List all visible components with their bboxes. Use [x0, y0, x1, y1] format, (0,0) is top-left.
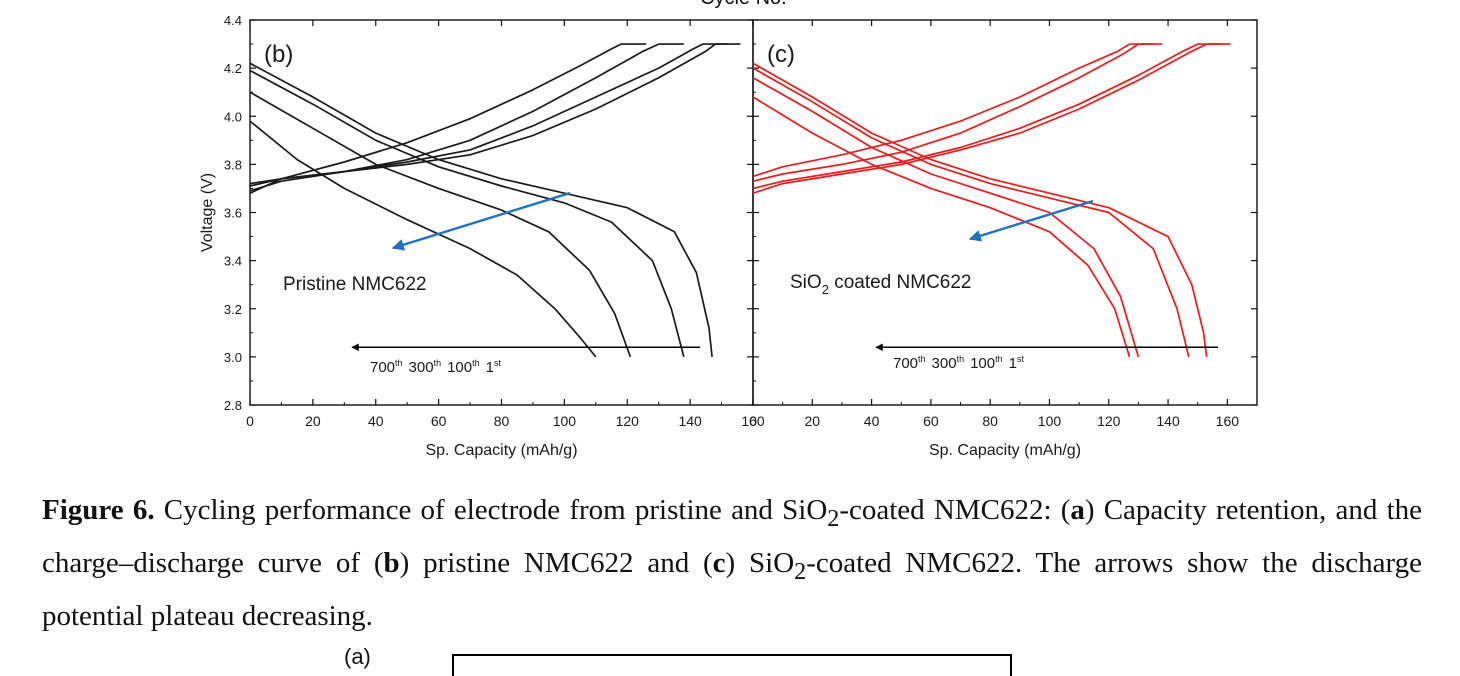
charge-discharge-figure: 0 20 40 60 80 100 120 140 1602.83.03.23.43.63.84…: [199, 13, 1258, 459]
y-axis-label: Voltage (V): [199, 173, 216, 252]
x-tick-label: 80: [494, 413, 510, 429]
x-tick-label: 140: [678, 413, 702, 429]
caption-sub-2: 2: [794, 557, 807, 585]
caption-text-1: Cycling performance of electrode from pr…: [154, 494, 828, 526]
cycle-label-300: 300: [932, 355, 957, 372]
x-tick-label: 140: [1156, 413, 1180, 429]
cycle-label-sup: st: [494, 358, 502, 368]
curve-discharge-700th: [249, 120, 597, 358]
x-tick-label: 60: [431, 413, 447, 429]
x-tick-label: 160: [1216, 413, 1240, 429]
curve-charge-1st: [752, 43, 1207, 195]
cycle-label-sup: th: [472, 358, 480, 368]
cut-off-axis-title: Cycle No.: [700, 0, 787, 10]
curve-discharge-1st: [249, 62, 713, 357]
caption-sub-1: 2: [827, 504, 840, 532]
caption-text-2: -coated NMC622: (: [839, 494, 1071, 526]
caption-text-4: ) pristine NMC622 and (: [399, 546, 713, 579]
cycle-label-1: 1: [486, 359, 494, 376]
curve-charge-700th: [249, 43, 622, 194]
x-tick-label: 100: [1038, 413, 1062, 429]
curve-charge-700th: [752, 43, 1130, 178]
y-tick-label: 3.6: [224, 206, 242, 221]
caption-panel-a: a: [1070, 494, 1085, 526]
cycle-labels: 700th 300th 100th 1st: [370, 358, 501, 376]
x-tick-label: 0: [246, 413, 254, 429]
next-panel-label: (a): [344, 644, 371, 669]
plateau-decrease-arrow: [968, 199, 1094, 242]
cycle-label-700: 700: [370, 359, 395, 376]
y-tick-label: 4.2: [224, 61, 242, 76]
caption-panel-b: b: [383, 546, 400, 579]
cycle-label-sup: th: [918, 354, 926, 364]
x-tick-label: 0: [749, 413, 757, 429]
cycle-label-sup: th: [995, 354, 1003, 364]
annotation-base: SiO: [790, 272, 822, 293]
caption-text-6: -coated NMC622. The arrows show the disc…: [42, 546, 1423, 632]
curve-charge-300th: [752, 43, 1139, 183]
curve-discharge-700th: [752, 96, 1131, 358]
y-tick-label: 3.0: [224, 350, 242, 365]
cycle-label-sup: th: [395, 358, 403, 368]
cycle-label-700: 700: [893, 355, 918, 372]
cycle-label-300: 300: [409, 359, 434, 376]
sample-annotation: Pristine NMC622: [283, 274, 427, 295]
x-tick-label: 60: [923, 413, 939, 429]
y-tick-label: 3.4: [224, 254, 242, 269]
x-tick-label: 120: [616, 413, 640, 429]
x-tick-label: 100: [553, 413, 577, 429]
cycle-labels: 700th 300th 100th 1st: [893, 354, 1024, 372]
curve-discharge-100th: [752, 67, 1190, 358]
curve-discharge-1st: [752, 62, 1208, 358]
caption-text-3: ) Capacity retention, and the charge–dis…: [42, 494, 1422, 579]
panel-b: 0 20 40 60 80 100 120 140 160 2.8 3.0 3.2 3.4 3.6 3.8 4…: [199, 13, 765, 459]
x-tick-label: 20: [305, 413, 321, 429]
x-tick-label: 40: [864, 413, 880, 429]
x-tick-label: 120: [1097, 413, 1121, 429]
annotation-rest: coated NMC622: [829, 272, 972, 293]
cycle-label-sup: th: [434, 358, 442, 368]
panel-c: 0 20 40 60 80 100 120 140 160 Sp. Capacity (mAh/g…: [749, 19, 1258, 459]
panel-label: (c): [767, 41, 795, 68]
panel-label: (b): [264, 41, 293, 68]
x-axis-label: Sp. Capacity (mAh/g): [929, 442, 1081, 459]
annotation-sub: 2: [822, 282, 829, 297]
y-tick-label: 4.4: [224, 13, 242, 28]
x-tick-label: 40: [368, 413, 384, 429]
y-tick-label: 2.8: [224, 398, 242, 413]
y-tick-label: 4.0: [224, 109, 242, 124]
curve-charge-100th: [752, 43, 1199, 190]
cycle-label-100: 100: [970, 355, 995, 372]
curve-discharge-300th: [752, 77, 1140, 358]
cycle-label-1: 1: [1009, 355, 1017, 372]
plateau-decrease-arrow: [391, 191, 571, 251]
cycle-label-sup: st: [1017, 354, 1025, 364]
x-tick-label: 160: [741, 413, 765, 429]
caption-text-5: ) SiO: [725, 546, 795, 579]
x-tick-label: 80: [982, 413, 998, 429]
cycle-label-sup: th: [957, 354, 965, 364]
figure-caption: Figure 6. Cycling performance of electro…: [42, 488, 1422, 638]
y-tick-label: 3.2: [224, 302, 242, 317]
curve-charge-300th: [249, 43, 660, 192]
y-tick-label: 3.8: [224, 157, 242, 172]
caption-panel-c: c: [712, 546, 726, 579]
curve-discharge-100th: [249, 69, 685, 358]
next-panel-frame: [452, 654, 1012, 676]
x-tick-label: 20: [805, 413, 821, 429]
sample-annotation: SiO2 coated NMC622: [790, 272, 972, 297]
caption-label: Figure 6.: [42, 494, 155, 526]
curve-charge-100th: [249, 43, 704, 187]
cycle-label-100: 100: [447, 359, 472, 376]
curve-discharge-300th: [249, 91, 632, 358]
x-axis-label: Sp. Capacity (mAh/g): [425, 442, 577, 459]
